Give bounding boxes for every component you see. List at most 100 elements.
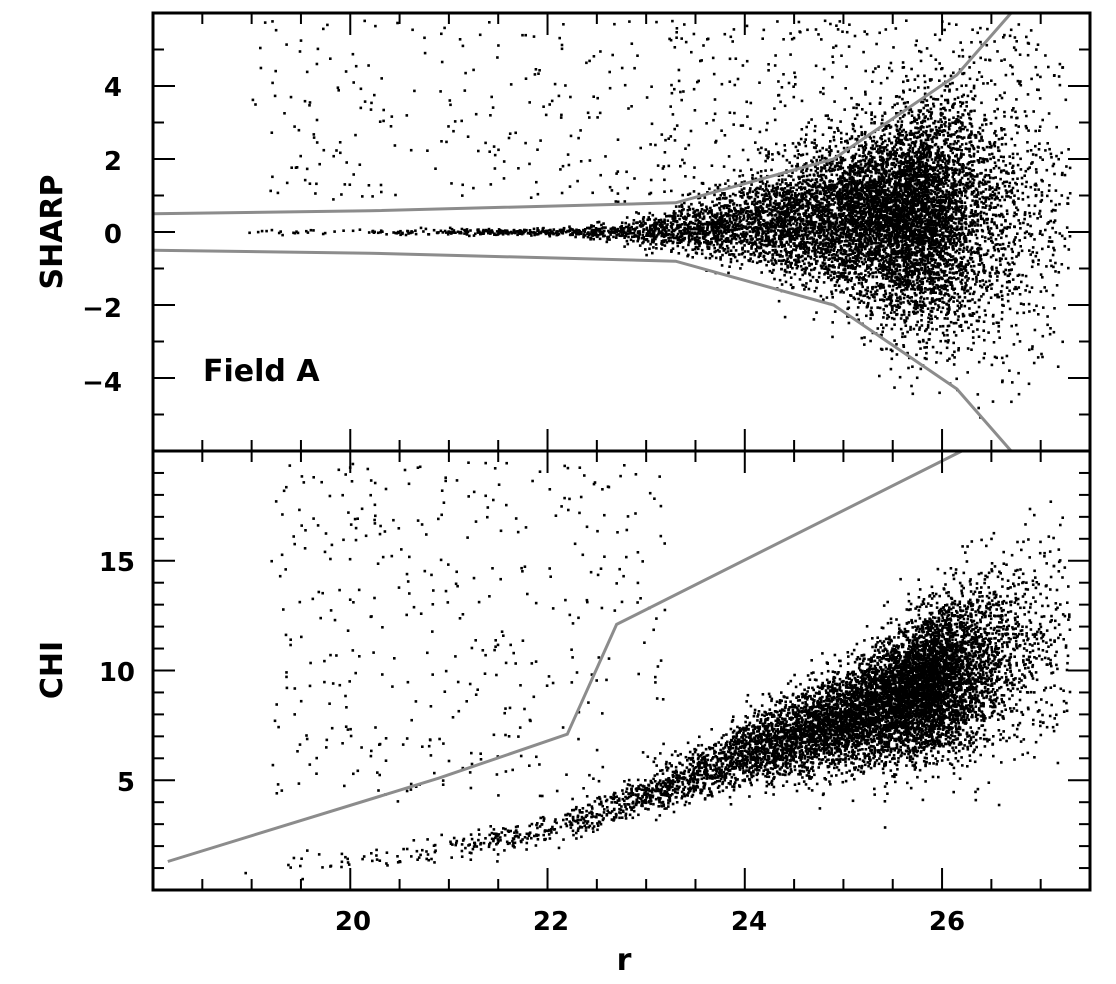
sharp-data-point bbox=[888, 292, 892, 295]
sharp-data-point bbox=[972, 270, 976, 273]
sharp-data-point bbox=[764, 183, 768, 186]
sharp-data-point bbox=[1011, 156, 1015, 160]
sharp-data-point bbox=[947, 299, 951, 303]
sharp-data-point bbox=[959, 208, 962, 212]
sharp-data-point bbox=[968, 292, 972, 296]
sharp-data-point bbox=[920, 268, 923, 272]
sharp-data-point bbox=[1064, 98, 1068, 102]
sharp-data-point bbox=[943, 157, 947, 161]
sharp-data-point bbox=[825, 296, 829, 299]
sharp-data-point bbox=[935, 180, 938, 183]
sharp-data-point bbox=[873, 165, 876, 169]
sharp-data-point bbox=[850, 135, 854, 138]
sharp-data-point bbox=[796, 265, 799, 268]
sharp-data-point bbox=[814, 242, 818, 245]
sharp-data-point bbox=[821, 202, 824, 205]
sharp-data-point bbox=[872, 210, 876, 213]
sharp-data-point bbox=[951, 199, 954, 203]
sharp-data-point bbox=[1029, 253, 1032, 256]
sharp-data-point bbox=[606, 237, 609, 241]
sharp-data-point bbox=[1016, 232, 1019, 235]
sharp-data-point bbox=[840, 289, 844, 292]
sharp-data-point bbox=[952, 71, 955, 75]
sharp-data-point bbox=[821, 213, 825, 216]
sharp-data-point bbox=[699, 204, 703, 207]
sharp-data-point bbox=[961, 205, 964, 208]
sharp-data-point bbox=[869, 313, 873, 317]
sharp-data-point bbox=[866, 264, 869, 267]
sharp-data-point bbox=[886, 265, 890, 269]
sharp-data-point bbox=[897, 223, 901, 226]
sharp-data-point bbox=[838, 277, 841, 280]
sharp-data-point bbox=[917, 209, 920, 213]
sharp-data-point bbox=[984, 123, 988, 126]
sharp-data-point bbox=[680, 203, 683, 207]
sharp-data-point bbox=[870, 111, 873, 114]
sharp-data-point bbox=[691, 215, 695, 218]
sharp-data-point bbox=[785, 193, 788, 196]
sharp-data-point bbox=[809, 257, 813, 260]
sharp-data-point bbox=[933, 277, 936, 280]
sharp-data-point bbox=[763, 210, 766, 213]
sharp-data-point bbox=[956, 309, 959, 313]
sharp-data-point bbox=[966, 347, 970, 350]
sharp-data-point bbox=[1051, 253, 1055, 257]
sharp-data-point bbox=[688, 232, 692, 236]
sharp-data-point bbox=[606, 235, 609, 239]
sharp-data-point bbox=[718, 208, 722, 212]
sharp-data-point bbox=[632, 231, 636, 235]
sharp-data-point bbox=[812, 268, 816, 271]
sharp-data-point bbox=[538, 231, 542, 235]
sharp-data-point bbox=[971, 330, 975, 333]
sharp-data-point bbox=[916, 225, 920, 229]
sharp-data-point bbox=[764, 159, 767, 163]
sharp-data-point bbox=[818, 204, 822, 208]
sharp-data-point bbox=[902, 153, 905, 157]
sharp-data-point bbox=[987, 227, 990, 231]
sharp-data-point bbox=[931, 140, 934, 144]
sharp-data-point bbox=[887, 284, 891, 288]
sharp-data-point bbox=[920, 100, 923, 104]
sharp-data-point bbox=[997, 295, 1001, 299]
sharp-data-point bbox=[279, 230, 282, 233]
sharp-data-point bbox=[997, 166, 1001, 170]
sharp-data-point bbox=[882, 273, 885, 276]
sharp-data-point bbox=[950, 295, 954, 299]
sharp-data-point bbox=[927, 267, 931, 271]
sharp-data-point bbox=[512, 229, 516, 232]
sharp-data-point bbox=[948, 258, 951, 262]
sharp-data-point bbox=[806, 227, 810, 230]
sharp-data-point bbox=[973, 301, 977, 304]
sharp-data-point bbox=[861, 212, 865, 215]
sharp-data-point bbox=[936, 213, 940, 217]
sharp-data-point bbox=[949, 228, 952, 231]
sharp-data-point bbox=[928, 282, 932, 285]
sharp-data-point bbox=[982, 320, 986, 323]
sharp-data-point bbox=[752, 212, 755, 216]
sharp-data-point bbox=[704, 239, 708, 242]
sharp-data-point bbox=[853, 297, 857, 301]
sharp-data-point bbox=[951, 255, 955, 258]
sharp-data-point bbox=[989, 227, 993, 230]
sharp-data-point bbox=[1052, 330, 1056, 334]
sharp-data-point bbox=[859, 171, 863, 174]
sharp-data-point bbox=[807, 178, 810, 182]
sharp-data-point bbox=[952, 363, 956, 366]
sharp-data-point bbox=[838, 257, 841, 260]
sharp-data-point bbox=[947, 168, 950, 171]
sharp-data-point bbox=[785, 182, 788, 185]
sharp-data-point bbox=[838, 238, 841, 241]
sharp-data-point bbox=[901, 115, 905, 118]
sharp-data-point bbox=[968, 215, 971, 218]
sharp-data-point bbox=[742, 218, 745, 221]
sharp-data-point bbox=[874, 171, 878, 175]
sharp-data-point bbox=[951, 267, 954, 270]
sharp-data-point bbox=[849, 242, 852, 246]
sharp-data-point bbox=[956, 147, 959, 151]
sharp-data-point bbox=[958, 205, 962, 208]
sharp-data-point bbox=[878, 204, 882, 208]
sharp-data-point bbox=[474, 232, 477, 236]
sharp-data-point bbox=[951, 207, 955, 211]
sharp-data-point bbox=[712, 226, 715, 229]
sharp-data-point bbox=[795, 237, 799, 240]
